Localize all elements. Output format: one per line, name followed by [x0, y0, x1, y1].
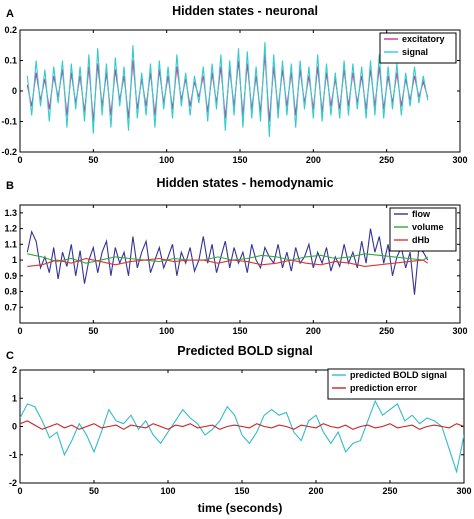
series-line-dhb: [27, 257, 429, 267]
x-tick-label: 200: [306, 155, 321, 165]
y-tick-label: 0.7: [4, 302, 17, 312]
y-tick-label: 2: [12, 365, 17, 375]
panel-letter: C: [6, 350, 14, 362]
y-tick-label: -2: [9, 478, 17, 488]
legend-label: flow: [412, 209, 431, 219]
y-tick-label: 0.2: [4, 25, 17, 35]
legend: flow volume dHb: [389, 207, 457, 252]
x-tick-label: 0: [17, 486, 22, 496]
legend-box: [327, 368, 465, 400]
x-tick-label: 0: [17, 326, 22, 336]
x-tick-label: 200: [306, 326, 321, 336]
y-tick-label: -1: [9, 450, 17, 460]
y-tick-label: 1.2: [4, 224, 17, 234]
x-tick-label: 50: [89, 486, 99, 496]
legend-box: [379, 32, 457, 64]
x-tick-label: 300: [452, 155, 467, 165]
x-tick-label: 100: [159, 155, 174, 165]
x-tick-label: 300: [452, 326, 467, 336]
legend-box: [389, 207, 457, 252]
x-tick-label: 250: [382, 486, 397, 496]
series-line-prediction-error: [20, 420, 464, 430]
y-tick-label: -0.2: [1, 147, 17, 157]
y-tick-label: 1.3: [4, 208, 17, 218]
panel-b: B Hidden states - hemodynamic 0 50 100 150 200…: [4, 176, 467, 336]
y-tick-label: 1.1: [4, 239, 17, 249]
legend-label: volume: [412, 222, 444, 232]
x-tick-label: 100: [160, 486, 175, 496]
x-tick-label: 150: [232, 326, 247, 336]
legend-label: excitatory: [402, 34, 445, 44]
y-tick-label: -0.1: [1, 117, 17, 127]
panel-title: Predicted BOLD signal: [177, 344, 312, 358]
x-tick-label: 250: [379, 155, 394, 165]
y-tick-label: 0.8: [4, 287, 17, 297]
series-line-flow: [26, 228, 429, 295]
y-tick-label: 0: [12, 86, 17, 96]
x-tick-label: 0: [17, 155, 22, 165]
legend: predicted BOLD signal prediction error: [327, 368, 465, 400]
y-tick-label: 1: [12, 255, 17, 265]
y-tick-label: 0.9: [4, 271, 17, 281]
x-tick-label: 100: [159, 326, 174, 336]
panel-c: C Predicted BOLD signal 0 50 100 150 200 250 300…: [6, 344, 472, 496]
legend: excitatory signal: [379, 32, 457, 64]
x-tick-label: 300: [456, 486, 471, 496]
y-tick-label: 1: [12, 393, 17, 403]
series-line-predicted-bold-signal: [20, 399, 464, 474]
legend-label: dHb: [412, 235, 430, 245]
x-tick-label: 150: [234, 486, 249, 496]
y-tick-label: 0: [12, 422, 17, 432]
x-axis-label: time (seconds): [198, 501, 283, 515]
legend-label: signal: [402, 47, 428, 57]
series-line-signal: [26, 42, 429, 137]
panel-title: Hidden states - neuronal: [172, 4, 318, 18]
y-tick-label: 0.1: [4, 56, 17, 66]
panel-a: A Hidden states - neuronal 0 50 100 150 200 250…: [1, 4, 467, 165]
x-tick-label: 150: [232, 155, 247, 165]
panel-letter: B: [6, 180, 14, 192]
panel-title: Hidden states - hemodynamic: [156, 176, 333, 190]
panel-letter: A: [6, 8, 14, 20]
x-tick-label: 50: [88, 155, 98, 165]
legend-label: prediction error: [350, 383, 418, 393]
x-tick-label: 200: [308, 486, 323, 496]
x-tick-label: 50: [88, 326, 98, 336]
x-tick-label: 250: [379, 326, 394, 336]
legend-label: predicted BOLD signal: [350, 370, 447, 380]
